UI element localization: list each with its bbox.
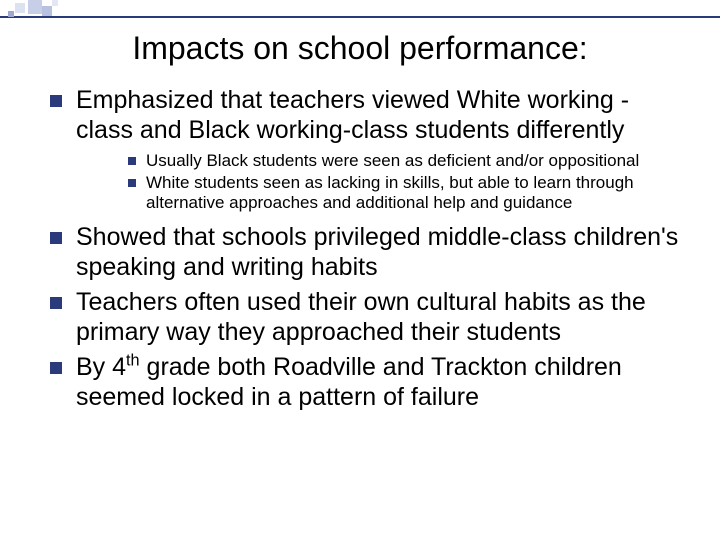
bullet-level1: Showed that schools privileged middle-cl… [50,223,684,282]
square-bullet-icon [50,95,62,107]
decor-square-icon [15,3,25,13]
decor-square-icon [8,11,14,17]
slide: Impacts on school performance: Emphasize… [0,0,720,540]
bullet-text: Showed that schools privileged middle-cl… [76,223,684,282]
header-rule [0,16,720,18]
bullet-text: Emphasized that teachers viewed White wo… [76,86,684,145]
decor-square-icon [42,6,52,16]
bullet-text: Teachers often used their own cultural h… [76,288,684,347]
bullet-level1: Teachers often used their own cultural h… [50,288,684,347]
bullet-text: Usually Black students were seen as defi… [146,151,639,171]
bullet-level1: By 4th grade both Roadville and Trackton… [50,353,684,412]
bullet-level2: White students seen as lacking in skills… [128,173,684,213]
text-prefix: By 4 [76,353,126,381]
slide-body: Emphasized that teachers viewed White wo… [50,86,684,418]
square-bullet-icon [50,297,62,309]
slide-title: Impacts on school performance: [0,30,720,67]
text-suffix: grade both Roadville and Trackton childr… [76,353,622,411]
bullet-level1: Emphasized that teachers viewed White wo… [50,86,684,145]
header-decoration [0,0,720,20]
decor-square-icon [52,0,58,6]
ordinal-superscript: th [126,352,140,370]
square-bullet-icon [50,362,62,374]
bullet-text: White students seen as lacking in skills… [146,173,684,213]
square-bullet-icon [50,232,62,244]
sub-bullet-group: Usually Black students were seen as defi… [128,151,684,213]
bullet-text: By 4th grade both Roadville and Trackton… [76,353,684,412]
square-bullet-icon [128,157,136,165]
square-bullet-icon [128,179,136,187]
bullet-level2: Usually Black students were seen as defi… [128,151,684,171]
decor-square-icon [28,0,42,14]
